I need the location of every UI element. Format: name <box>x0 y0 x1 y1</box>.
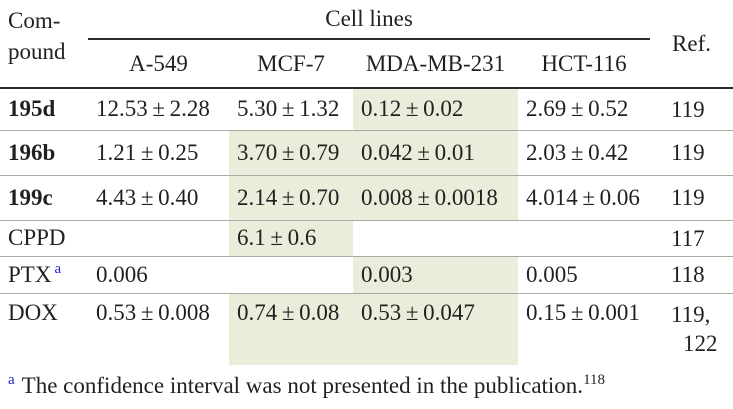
footnote-citation: 118 <box>583 372 606 388</box>
footnote-text: The confidence interval was not presente… <box>21 373 584 398</box>
footnote-marker: a <box>8 372 15 388</box>
ref-cell: 119, 122 <box>650 292 733 365</box>
table-row: 196b 1.21 ± 0.25 3.70 ± 0.79 0.042 ± 0.01 2.… <box>0 129 733 175</box>
ic50-value-cell: 12.53 ± 2.28 <box>96 96 210 122</box>
table-row: 199c 4.43 ± 0.40 2.14 ± 0.70 0.008 ± 0.0018… <box>0 174 733 220</box>
ic50-value-cell: 0.003 <box>353 255 518 293</box>
ic50-value-cell: 2.69 ± 0.52 <box>526 96 629 122</box>
compound-name: 196b <box>0 129 88 175</box>
ic50-value-cell: 5.30 ± 1.32 <box>237 96 340 122</box>
ic50-value-cell: 0.74 ± 0.08 <box>229 292 353 365</box>
ref-cell: 119 <box>671 96 705 122</box>
ic50-value-cell <box>229 255 353 293</box>
table-header: Com- pound Cell lines Ref. A-549 MCF-7 M… <box>0 0 733 89</box>
ref-cell: 119 <box>650 129 733 175</box>
column-header-hct-116: HCT-116 <box>518 39 651 89</box>
ref-cell: 117 <box>650 219 733 256</box>
column-header-mda-mb-231: MDA-MB-231 <box>353 39 518 89</box>
ic50-value-cell <box>518 219 651 256</box>
ref-cell: 119 <box>650 174 733 220</box>
ic50-value-cell: 2.03 ± 0.42 <box>518 129 651 175</box>
ic50-value-cell: 1.21 ± 0.25 <box>88 129 229 175</box>
ic50-value-cell: 0.53 ± 0.047 <box>353 292 518 365</box>
table-row: DOX 0.53 ± 0.008 0.74 ± 0.08 0.53 ± 0.047 0.… <box>0 292 733 365</box>
ref-cell: 118 <box>650 255 733 293</box>
ic50-value-cell: 2.14 ± 0.70 <box>229 174 353 220</box>
compound-column-header: Com- pound <box>0 0 88 89</box>
table-row: CPPD 6.1 ± 0.6 117 <box>0 219 733 256</box>
ic50-table: Com- pound Cell lines Ref. A-549 MCF-7 M… <box>0 0 733 365</box>
ic50-value-cell <box>353 219 518 256</box>
column-header-a549: A-549 <box>88 39 229 89</box>
ic50-value-cell: 6.1 ± 0.6 <box>229 219 353 256</box>
ic50-value-cell: 0.005 <box>518 255 651 293</box>
compound-header-line1: Com- <box>8 8 61 33</box>
ic50-value-cell: 4.43 ± 0.40 <box>88 174 229 220</box>
column-header-mcf7: MCF-7 <box>229 39 353 89</box>
ic50-value-cell: 3.70 ± 0.79 <box>229 129 353 175</box>
compound-name: CPPD <box>0 219 88 256</box>
compound-name: 199c <box>0 174 88 220</box>
table-row: PTX a 0.006 0.003 0.005 118 <box>0 255 733 293</box>
footnote: a The confidence interval was not present… <box>0 372 733 399</box>
ic50-value-cell: 0.12 ± 0.02 <box>353 88 518 130</box>
ic50-value-cell: 0.042 ± 0.01 <box>353 129 518 175</box>
ic50-value-cell <box>88 219 229 256</box>
ic50-value-cell: 0.008 ± 0.0018 <box>353 174 518 220</box>
table-body: 195d 12.53 ± 2.28 5.30 ± 1.32 0.12 ± 0.02 2.… <box>0 88 733 365</box>
footnote-marker-ref: a <box>54 261 62 277</box>
ref-column-header: Ref. <box>650 0 733 89</box>
ic50-value-cell: 4.014 ± 0.06 <box>518 174 651 220</box>
cell-lines-group-header: Cell lines <box>88 0 651 40</box>
compound-name: PTX a <box>0 255 88 293</box>
compound-name: 195d <box>8 96 56 122</box>
ic50-value-cell: 0.15 ± 0.001 <box>518 292 651 365</box>
compound-name: DOX <box>0 292 88 365</box>
table-row: 195d 12.53 ± 2.28 5.30 ± 1.32 0.12 ± 0.02 2.… <box>0 88 733 130</box>
ic50-value-cell: 0.53 ± 0.008 <box>88 292 229 365</box>
ic50-value-cell: 0.006 <box>88 255 229 293</box>
compound-header-line2: pound <box>8 39 66 64</box>
